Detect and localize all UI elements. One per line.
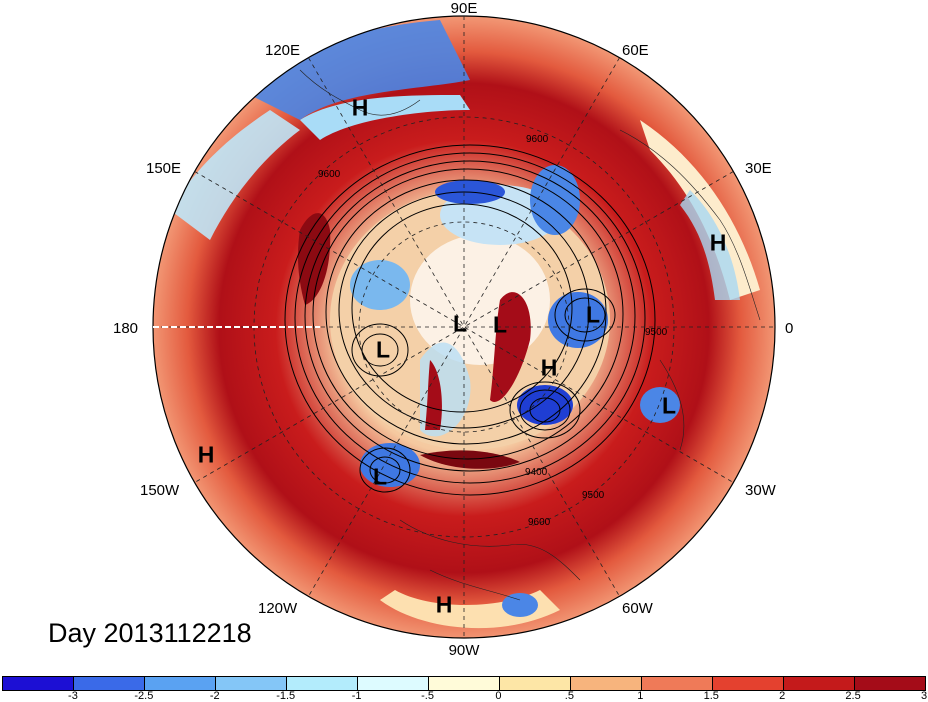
colorbar-segment [3,677,74,690]
lon-label-0: 0 [785,320,794,337]
high-pressure-marker: H [540,354,558,381]
colorbar-tick-label: 2 [779,690,786,702]
lon-label-30w: 30W [745,482,776,499]
colorbar-segment [429,677,500,690]
low-pressure-marker: L [375,336,391,363]
high-pressure-marker: H [435,591,453,618]
contour-label: 9600 [526,134,549,145]
colorbar-tick-label: -3 [68,690,78,702]
high-pressure-marker: H [351,94,369,121]
colorbar-tick-label: 2.5 [845,690,861,702]
contour-label: 9600 [528,517,551,528]
lon-label-120w: 120W [258,600,298,617]
contour-label: 9500 [645,327,668,338]
colorbar-segment [571,677,642,690]
colorbar-tick-label: -2.5 [134,690,154,702]
contour-label: 9500 [582,490,605,501]
colorbar-tick-label: -.5 [421,690,434,702]
high-pressure-marker: H [197,441,215,468]
colorbar-tick-label: -1.5 [276,690,296,702]
colorbar-segment [855,677,925,690]
low-pressure-marker: L [492,311,508,338]
lon-label-150w: 150W [140,482,180,499]
colorbar-segment [713,677,784,690]
lon-label-90e: 90E [450,0,478,17]
lon-label-150e: 150E [146,160,182,177]
high-pressure-marker: H [709,229,727,256]
colorbar-segment [642,677,713,690]
colorbar-tick-label: .5 [564,690,574,702]
colorbar-segment [145,677,216,690]
low-pressure-marker: L [372,463,388,490]
colorbar-segment [500,677,571,690]
lon-label-30e: 30E [745,160,772,177]
colorbar-tick-label: 0 [495,690,502,702]
colorbar [2,676,926,691]
anomaly-field [153,16,775,638]
colorbar-segment [74,677,145,690]
lon-label-60w: 60W [622,600,653,617]
contour-label: 9400 [525,467,548,478]
lon-label-120e: 120E [265,42,301,59]
colorbar-tick-label: 3 [920,690,928,702]
low-pressure-marker: L [452,310,468,337]
colorbar-tick-label: 1 [637,690,644,702]
low-pressure-marker: L [661,392,677,419]
colorbar-segment [358,677,429,690]
colorbar-segment [784,677,855,690]
colorbar-tick-label: -2 [209,690,220,702]
colorbar-segment [216,677,287,690]
colorbar-tick-label: 1.5 [703,690,719,702]
low-pressure-marker: L [585,301,601,328]
colorbar-segment [287,677,358,690]
date-title: Day 2013112218 [48,618,252,648]
colorbar-tick-label: -1 [351,690,362,702]
lon-label-180: 180 [113,320,139,337]
lon-label-90w: 90W [448,642,480,659]
lon-label-60e: 60E [622,42,649,59]
contour-label: 9600 [318,169,341,180]
